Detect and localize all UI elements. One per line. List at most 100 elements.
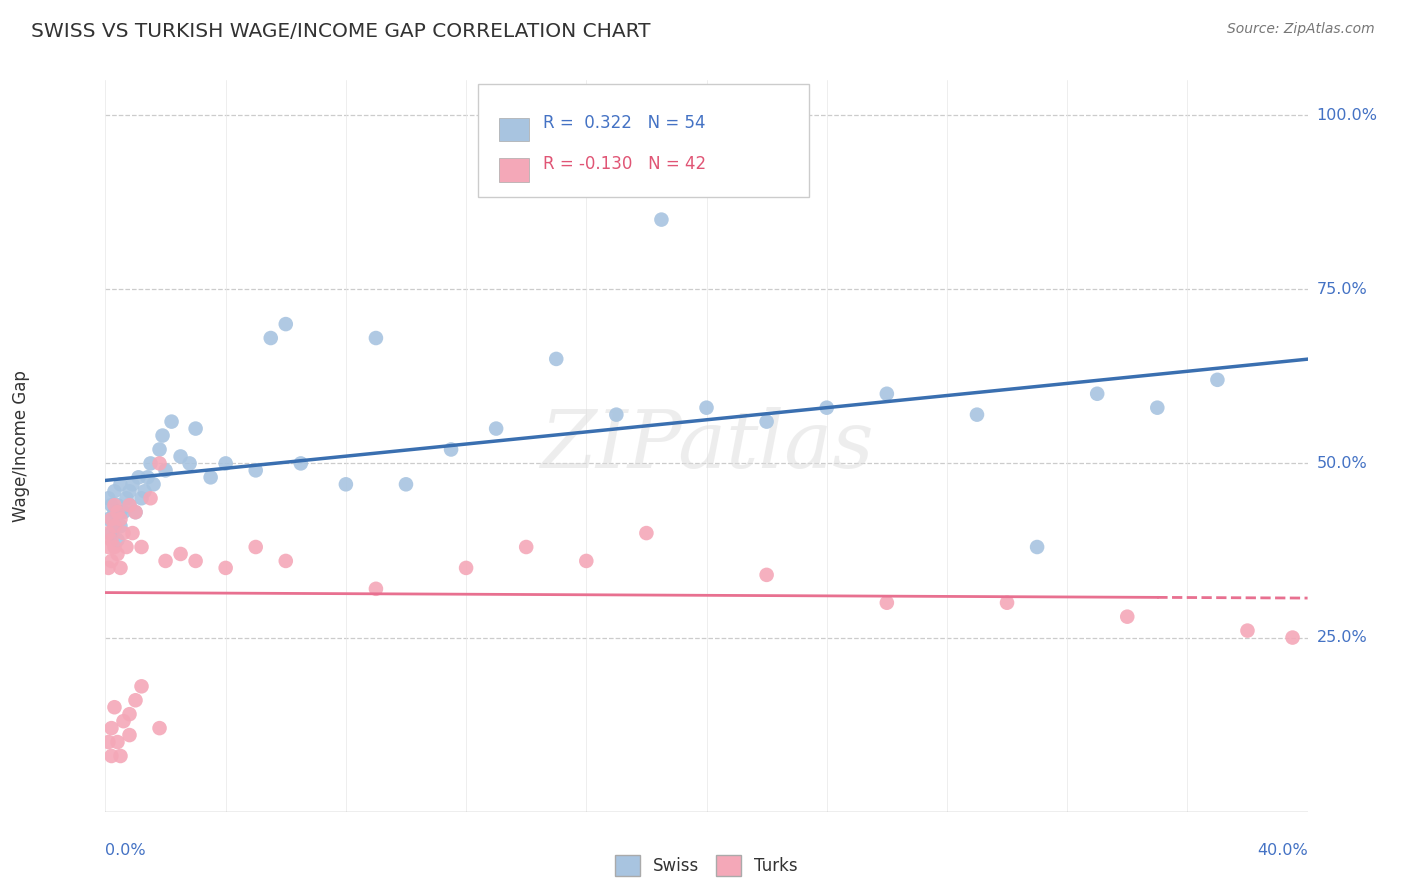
Point [112, 714, 135, 728]
FancyBboxPatch shape [478, 84, 808, 197]
Point [214, 457, 236, 471]
Point [876, 386, 898, 401]
Point [139, 491, 162, 506]
Point [148, 442, 170, 457]
Point [128, 470, 150, 484]
Point [395, 477, 418, 491]
Text: 75.0%: 75.0% [1316, 282, 1368, 297]
Point [454, 561, 477, 575]
Point [245, 463, 267, 477]
Point [290, 457, 312, 471]
Point [876, 596, 898, 610]
Point [115, 491, 138, 506]
Point [1085, 386, 1108, 401]
Point [636, 526, 658, 541]
Point [546, 351, 568, 366]
Text: R = -0.130   N = 42: R = -0.130 N = 42 [543, 155, 706, 173]
Point [118, 484, 141, 499]
Point [245, 540, 267, 554]
Point [131, 491, 153, 506]
Point [103, 498, 125, 512]
Point [155, 463, 177, 477]
Point [1236, 624, 1258, 638]
Point [184, 554, 207, 568]
Text: R =  0.322   N = 54: R = 0.322 N = 54 [543, 113, 706, 132]
Point [155, 554, 177, 568]
Point [107, 735, 129, 749]
Text: ZIPatlas: ZIPatlas [540, 408, 873, 484]
Point [966, 408, 988, 422]
Point [107, 547, 129, 561]
Point [124, 505, 146, 519]
Point [260, 331, 283, 345]
Text: 50.0%: 50.0% [1316, 456, 1368, 471]
FancyBboxPatch shape [499, 118, 529, 141]
Point [100, 554, 122, 568]
Point [1026, 540, 1049, 554]
Point [103, 519, 125, 533]
Text: 25.0%: 25.0% [1316, 630, 1368, 645]
Point [110, 561, 132, 575]
Point [97, 526, 120, 541]
Point [200, 470, 222, 484]
Point [274, 317, 297, 331]
Point [97, 561, 120, 575]
Point [100, 721, 122, 735]
Point [160, 415, 183, 429]
Point [131, 679, 153, 693]
Point [110, 512, 132, 526]
Text: SWISS VS TURKISH WAGE/INCOME GAP CORRELATION CHART: SWISS VS TURKISH WAGE/INCOME GAP CORRELA… [31, 22, 651, 41]
Point [100, 498, 122, 512]
Point [100, 533, 122, 547]
Point [107, 533, 129, 547]
Point [112, 505, 135, 519]
Point [169, 450, 191, 464]
Point [103, 540, 125, 554]
Point [97, 540, 120, 554]
Point [100, 512, 122, 526]
Point [103, 484, 125, 499]
Point [1206, 373, 1229, 387]
Point [169, 547, 191, 561]
Point [97, 491, 120, 506]
Text: 40.0%: 40.0% [1257, 843, 1308, 858]
Text: Wage/Income Gap: Wage/Income Gap [13, 370, 31, 522]
Point [115, 540, 138, 554]
Point [118, 498, 141, 512]
Point [134, 484, 156, 499]
Point [110, 505, 132, 519]
Legend: Swiss, Turks: Swiss, Turks [606, 847, 807, 884]
Point [440, 442, 463, 457]
Point [995, 596, 1018, 610]
Point [97, 735, 120, 749]
Point [118, 498, 141, 512]
Point [148, 457, 170, 471]
Point [131, 540, 153, 554]
Point [148, 721, 170, 735]
Point [107, 498, 129, 512]
Point [575, 554, 598, 568]
Point [335, 477, 357, 491]
Point [107, 505, 129, 519]
Point [515, 540, 537, 554]
Point [179, 457, 201, 471]
Point [124, 693, 146, 707]
Point [103, 519, 125, 533]
Point [103, 700, 125, 714]
Point [112, 526, 135, 541]
Point [118, 707, 141, 722]
Point [152, 428, 174, 442]
FancyBboxPatch shape [499, 158, 529, 182]
Point [1116, 609, 1139, 624]
Point [696, 401, 718, 415]
Point [97, 512, 120, 526]
Point [100, 749, 122, 764]
Point [121, 477, 143, 491]
Point [118, 728, 141, 742]
Point [184, 421, 207, 435]
Point [136, 470, 159, 484]
Point [100, 526, 122, 541]
Point [124, 505, 146, 519]
Point [110, 519, 132, 533]
Text: 100.0%: 100.0% [1316, 108, 1378, 122]
